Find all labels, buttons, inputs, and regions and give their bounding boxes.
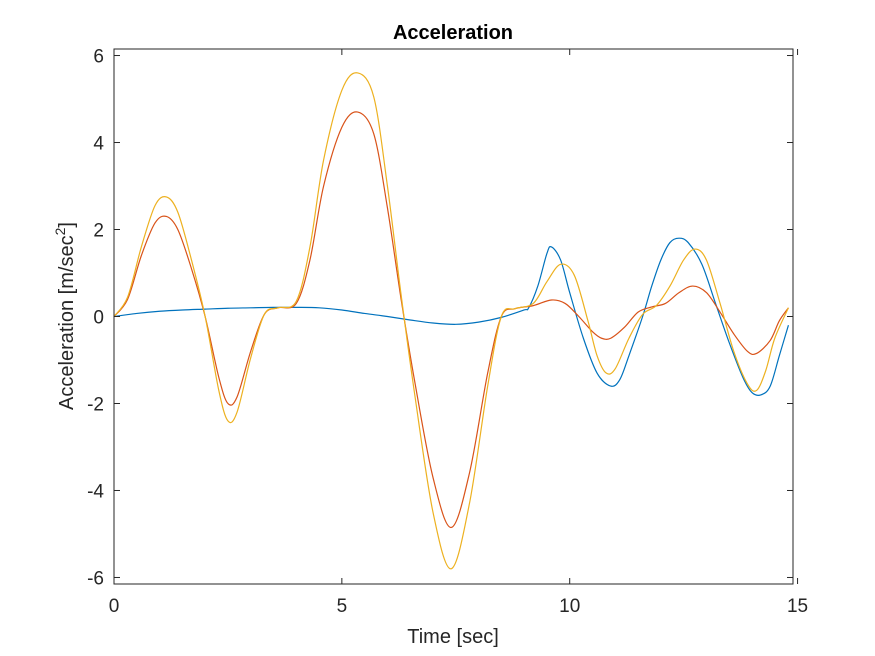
y-tick-label: -4 xyxy=(87,481,104,502)
y-axis-label: Acceleration [m/sec2] xyxy=(52,222,78,410)
tick-layer: 0 5 10 15 -6 -4 -2 0 2 4 6 xyxy=(87,47,808,617)
x-tick-label: 5 xyxy=(337,596,348,617)
plot-area xyxy=(114,49,793,584)
y-axis-label-close: ] xyxy=(56,222,78,228)
x-axis-label: Time [sec] xyxy=(407,626,499,648)
y-tick-label: -2 xyxy=(87,394,104,415)
y-tick-label: 4 xyxy=(93,134,104,155)
series-line-3 xyxy=(113,72,789,570)
chart-title: Acceleration xyxy=(393,22,513,44)
x-tick-label: 15 xyxy=(787,596,808,617)
x-tick-label: 0 xyxy=(109,596,120,617)
y-tick-label: 2 xyxy=(93,221,104,242)
series-line-2 xyxy=(113,111,789,529)
y-tick-label: -6 xyxy=(87,568,104,589)
y-tick-label: 0 xyxy=(93,308,104,329)
x-tick-label: 10 xyxy=(559,596,580,617)
y-axis-label-main: Acceleration [m/sec xyxy=(56,235,78,410)
series-layer xyxy=(113,72,790,570)
y-tick-label: 6 xyxy=(93,47,104,68)
y-axis-label-superscript: 2 xyxy=(52,227,68,235)
